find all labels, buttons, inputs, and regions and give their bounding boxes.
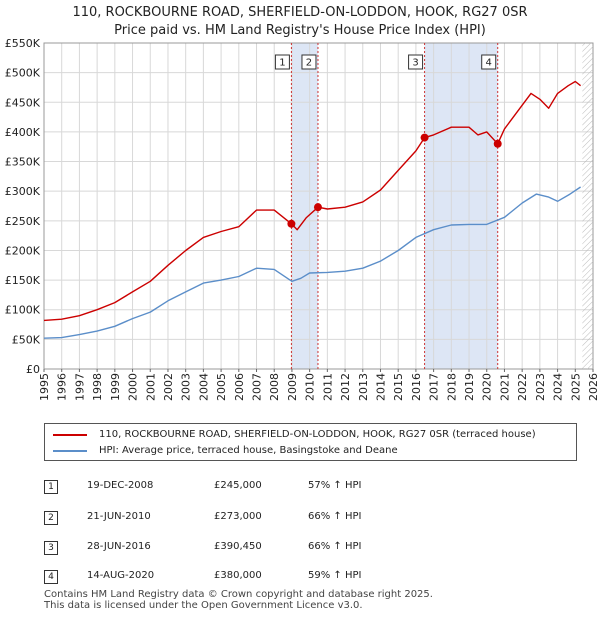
sale-label-number: 3: [412, 58, 418, 69]
x-tick-label: 2009: [286, 373, 299, 401]
sale-price: £273,000: [214, 511, 262, 522]
x-tick-label: 1998: [91, 373, 104, 401]
x-tick-label: 2010: [304, 373, 317, 401]
x-tick-label: 2019: [463, 373, 476, 401]
sale-dot: [493, 139, 502, 148]
x-tick-label: 2024: [552, 373, 565, 401]
x-tick-label: 2012: [339, 373, 352, 401]
footer-line-2: This data is licensed under the Open Gov…: [44, 600, 363, 611]
x-tick-label: 2025: [569, 373, 582, 401]
y-tick-label: £250K: [5, 215, 41, 228]
y-tick-label: £200K: [5, 244, 41, 257]
chart-legend: 110, ROCKBOURNE ROAD, SHERFIELD-ON-LODDO…: [44, 423, 577, 461]
forecast-hatch: [582, 43, 593, 369]
sale-price: £245,000: [214, 480, 262, 491]
x-tick-label: 2026: [587, 373, 600, 401]
x-tick-label: 2014: [374, 373, 387, 401]
x-tick-label: 2011: [321, 373, 334, 401]
sale-label-number: 4: [486, 58, 492, 69]
property-price-line: [43, 80, 582, 322]
x-tick-label: 2020: [481, 373, 494, 401]
y-tick-label: £550K: [5, 37, 41, 50]
y-tick-label: £150K: [5, 274, 41, 287]
sale-hpi-change: 66% ↑ HPI: [308, 541, 362, 552]
x-tick-label: 2021: [498, 373, 511, 401]
sale-number-badge: 1: [44, 480, 58, 494]
sale-dot: [313, 203, 322, 212]
chart-title: 110, ROCKBOURNE ROAD, SHERFIELD-ON-LODDO…: [0, 4, 600, 40]
x-tick-label: 2017: [428, 373, 441, 401]
y-tick-label: £0: [26, 363, 40, 376]
sale-row: 4 14-AUG-2020 £380,000 59% ↑ HPI: [44, 567, 464, 587]
x-tick-label: 2001: [144, 373, 157, 401]
sale-row: 1 19-DEC-2008 £245,000 57% ↑ HPI: [44, 477, 464, 497]
legend-label-hpi: HPI: Average price, terraced house, Basi…: [99, 445, 398, 456]
footer-line-1: Contains HM Land Registry data © Crown c…: [44, 589, 433, 600]
x-tick-label: 1997: [73, 373, 86, 401]
x-tick-label: 2016: [410, 373, 423, 401]
title-line-2: Price paid vs. HM Land Registry's House …: [114, 23, 486, 38]
sale-row: 2 21-JUN-2010 £273,000 66% ↑ HPI: [44, 508, 464, 528]
sale-date: 14-AUG-2020: [87, 570, 155, 581]
x-tick-label: 2003: [180, 373, 193, 401]
legend-swatch-hpi: [53, 450, 87, 452]
x-tick-label: 2004: [197, 373, 210, 401]
x-tick-label: 1999: [109, 373, 122, 401]
x-tick-label: 2023: [534, 373, 547, 401]
x-tick-label: 2018: [445, 373, 458, 401]
y-tick-label: £350K: [5, 156, 41, 169]
x-tick-label: 2005: [215, 373, 228, 401]
sale-row: 3 28-JUN-2016 £390,450 66% ↑ HPI: [44, 538, 464, 558]
x-tick-label: 2008: [268, 373, 281, 401]
sale-number-badge: 3: [44, 541, 58, 555]
sale-number-badge: 4: [44, 570, 58, 584]
sale-hpi-change: 59% ↑ HPI: [308, 570, 362, 581]
x-tick-label: 1995: [38, 373, 51, 401]
hpi-line: [43, 186, 581, 339]
legend-item-hpi: HPI: Average price, terraced house, Basi…: [53, 444, 398, 458]
x-tick-label: 2013: [357, 373, 370, 401]
footer-attribution: Contains HM Land Registry data © Crown c…: [44, 589, 433, 611]
x-tick-label: 2007: [251, 373, 264, 401]
sale-date: 19-DEC-2008: [87, 480, 154, 491]
sale-hpi-change: 57% ↑ HPI: [308, 480, 362, 491]
sale-date: 28-JUN-2016: [87, 541, 151, 552]
title-line-1: 110, ROCKBOURNE ROAD, SHERFIELD-ON-LODDO…: [72, 5, 528, 20]
sale-price: £390,450: [214, 541, 262, 552]
sale-period-band: [291, 43, 318, 369]
x-tick-label: 2006: [233, 373, 246, 401]
y-tick-label: £500K: [5, 67, 41, 80]
sale-price: £380,000: [214, 570, 262, 581]
sale-label-number: 1: [279, 58, 285, 69]
legend-item-property: 110, ROCKBOURNE ROAD, SHERFIELD-ON-LODDO…: [53, 428, 536, 442]
sale-dot: [287, 219, 296, 228]
sale-label-box: [274, 54, 290, 70]
sale-label-number: 2: [306, 58, 312, 69]
sale-period-band: [424, 43, 498, 369]
sale-dot: [420, 133, 429, 142]
y-tick-label: £50K: [12, 333, 41, 346]
sale-date: 21-JUN-2010: [87, 511, 151, 522]
y-tick-label: £400K: [5, 126, 41, 139]
sale-label-box: [408, 54, 424, 70]
sale-label-box: [301, 54, 317, 70]
y-tick-label: £100K: [5, 304, 41, 317]
sale-hpi-change: 66% ↑ HPI: [308, 511, 362, 522]
x-tick-label: 2002: [162, 373, 175, 401]
y-tick-label: £450K: [5, 96, 41, 109]
legend-swatch-property: [53, 434, 87, 436]
y-tick-label: £300K: [5, 185, 41, 198]
x-tick-label: 2022: [516, 373, 529, 401]
sale-label-box: [481, 54, 497, 70]
x-tick-label: 2015: [392, 373, 405, 401]
x-tick-label: 1996: [56, 373, 69, 401]
price-chart: 1 2 3 4 £0 £50K £100K £150K £200K £250K £300K £350…: [5, 37, 600, 401]
legend-label-property: 110, ROCKBOURNE ROAD, SHERFIELD-ON-LODDO…: [99, 429, 536, 440]
x-tick-label: 2000: [127, 373, 140, 401]
sale-number-badge: 2: [44, 511, 58, 525]
